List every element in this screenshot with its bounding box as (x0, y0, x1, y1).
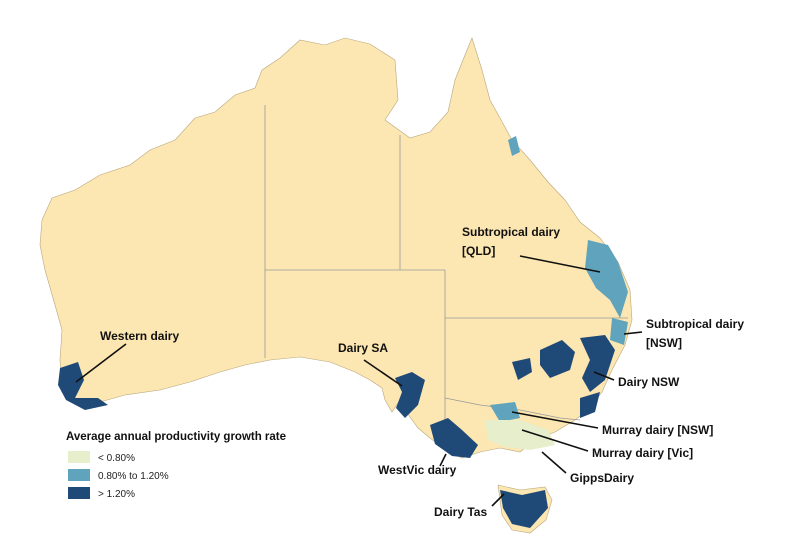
leader-line (439, 453, 447, 467)
leader-line (521, 429, 589, 452)
leader-line (491, 493, 505, 507)
region-label: Murray dairy [NSW] (602, 423, 713, 437)
mainland (39, 37, 633, 459)
dairy-area (580, 392, 600, 418)
legend: Average annual productivity growth rate … (66, 431, 286, 500)
dairy-area (500, 490, 548, 528)
region-label: WestVic dairy (378, 463, 457, 477)
legend-swatch (68, 451, 90, 463)
dairy-area (430, 418, 478, 458)
dairy-area (512, 358, 532, 380)
region-label: Dairy Tas (434, 505, 487, 519)
region-label: Subtropical dairy (462, 225, 560, 239)
leader-line (75, 343, 127, 383)
dairy-area (585, 240, 628, 318)
region-label: [NSW] (646, 336, 682, 350)
dairy-area (508, 136, 520, 156)
dairy-area (58, 362, 108, 410)
leader-line (593, 371, 615, 381)
leader-line (623, 331, 643, 335)
leader-lines (75, 255, 643, 507)
region-label: GippsDairy (570, 471, 634, 485)
region-label: Dairy NSW (618, 375, 680, 389)
leader-line (541, 451, 567, 474)
legend-swatch (68, 469, 90, 481)
dairy-area (540, 340, 575, 378)
dairy-areas (58, 136, 628, 528)
dairy-area (580, 335, 615, 392)
legend-label: < 0.80% (98, 453, 135, 464)
leader-line (363, 359, 403, 387)
region-label: Murray dairy [Vic] (592, 446, 693, 460)
region-labels: Western dairy Dairy SA Subtropical dairy… (100, 225, 744, 519)
leader-line (511, 411, 599, 429)
dairy-area (610, 318, 628, 345)
legend-title: Average annual productivity growth rate (66, 431, 286, 443)
dairy-area (485, 420, 555, 450)
dairy-area (490, 402, 520, 422)
legend-label: 0.80% to 1.20% (98, 471, 169, 482)
region-label: Western dairy (100, 329, 179, 343)
region-label: Subtropical dairy (646, 317, 744, 331)
legend-label: > 1.20% (98, 489, 135, 500)
legend-swatch (68, 487, 90, 499)
dairy-area (395, 372, 425, 418)
region-label: [QLD] (462, 244, 495, 258)
region-label: Dairy SA (338, 341, 388, 355)
leader-line (519, 255, 601, 273)
state-borders (264, 105, 628, 440)
state-border (444, 397, 581, 421)
